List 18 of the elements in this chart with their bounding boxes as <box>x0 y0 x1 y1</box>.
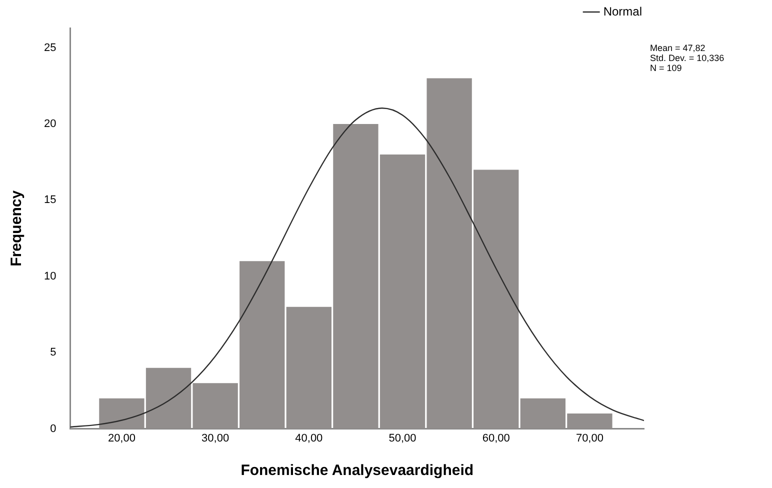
x-axis-title: Fonemische Analysevaardigheid <box>240 462 474 480</box>
y-tick-label: 5 <box>50 346 56 359</box>
y-tick-label: 20 <box>44 118 56 130</box>
y-tick-label: 25 <box>44 42 56 54</box>
x-tick-label: 40,00 <box>295 432 323 444</box>
x-tick-label: 30,00 <box>202 432 230 444</box>
y-axis-title: Frequency <box>8 190 26 266</box>
x-tick-label: 60,00 <box>482 432 510 444</box>
y-tick-label: 15 <box>44 194 56 206</box>
x-tick-label: 70,00 <box>576 432 604 444</box>
text: Mean = 47,82 <box>650 42 706 53</box>
x-tick-label: 50,00 <box>388 432 416 444</box>
text: N = 109 <box>650 62 682 73</box>
text: Std. Dev. = 10,336 <box>650 52 724 63</box>
y-tick-label: 10 <box>44 270 56 282</box>
legend-label: Normal <box>603 4 642 18</box>
x-tick-label: 20,00 <box>108 432 136 444</box>
y-tick-label: 0 <box>50 422 56 435</box>
